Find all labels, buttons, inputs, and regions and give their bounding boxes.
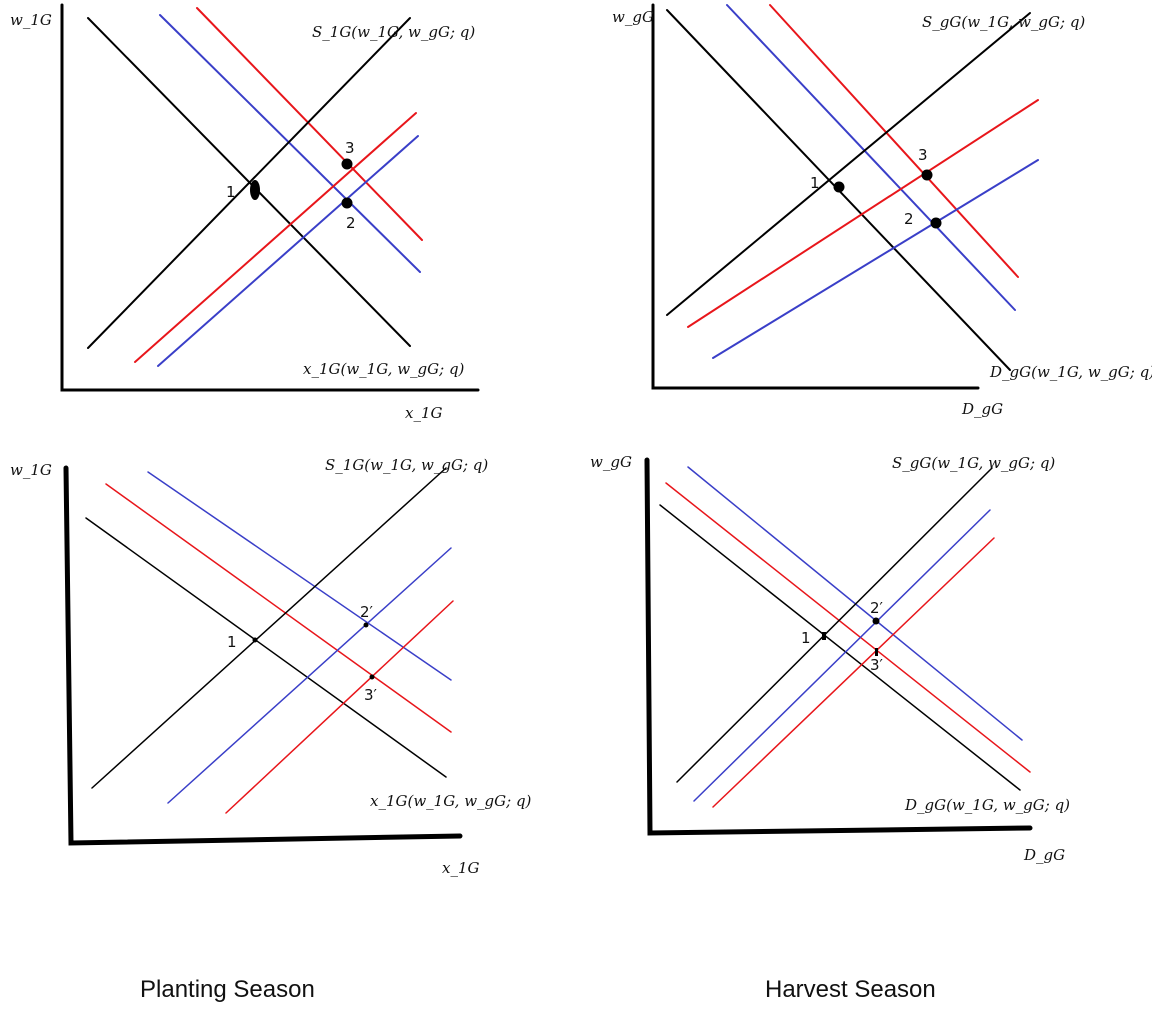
supply-label: S_gG(w_1G, w_gG; q) <box>922 13 1085 31</box>
axes <box>60 3 480 392</box>
equilibrium-point-2-prime <box>872 617 880 625</box>
demand-curve-red <box>196 7 423 241</box>
point-label-2: 2 <box>346 214 356 232</box>
supply-label: S_gG(w_1G, w_gG; q) <box>892 454 1055 472</box>
supply-label: S_1G(w_1G, w_gG; q) <box>312 23 475 41</box>
y-axis-label: w_1G <box>10 461 52 479</box>
panel-bottom-left: 1 2′ 3′ w_1G x_1G S_1G(w_1G, w_gG; q) x_… <box>10 456 532 877</box>
supply-curve-red <box>712 537 995 808</box>
demand-label: x_1G(w_1G, w_gG; q) <box>370 792 532 810</box>
equilibrium-point-2 <box>930 217 942 229</box>
x-axis-label: D_gG <box>961 400 1003 418</box>
demand-label: D_gG(w_1G, w_gG; q) <box>904 796 1070 814</box>
x-axis-label: x_1G <box>442 859 480 877</box>
demand-curve-base <box>85 517 447 778</box>
season-label-planting: Planting Season <box>140 976 315 1003</box>
equilibrium-point-2-prime <box>363 622 369 628</box>
y-axis-label: w_gG <box>590 453 632 471</box>
supply-curve-red <box>225 600 454 814</box>
point-label-1: 1 <box>227 633 237 651</box>
demand-curve-base <box>659 504 1021 791</box>
supply-curve-red <box>687 99 1039 328</box>
axes <box>644 457 1033 836</box>
equilibrium-point-2 <box>341 197 353 209</box>
supply-label: S_1G(w_1G, w_gG; q) <box>325 456 488 474</box>
point-label-1: 1 <box>801 629 811 647</box>
demand-label: D_gG(w_1G, w_gG; q) <box>989 363 1152 381</box>
panel-top-left: 1 2 3 w_1G x_1G S_1G(w_1G, w_gG; q) x_1G… <box>10 3 480 422</box>
supply-curve-blue <box>693 509 991 802</box>
supply-curve-base <box>91 467 447 789</box>
demand-curve-red <box>105 483 452 733</box>
demand-curve-blue <box>726 4 1016 311</box>
point-label-2-prime: 2′ <box>360 603 374 621</box>
demand-curve-red <box>665 482 1031 773</box>
equilibrium-point-3 <box>341 158 353 170</box>
axes <box>63 465 463 846</box>
supply-curve-blue <box>712 159 1039 359</box>
point-label-3-prime: 3′ <box>364 686 378 704</box>
supply-curve-base <box>676 467 993 783</box>
equilibrium-point-1 <box>250 180 260 200</box>
demand-curve-blue <box>159 14 421 273</box>
point-label-2: 2 <box>904 210 914 228</box>
equilibrium-point-3-prime <box>369 674 375 680</box>
point-label-1: 1 <box>810 174 820 192</box>
x-axis-label: x_1G <box>405 404 443 422</box>
supply-curve-red <box>134 112 417 363</box>
supply-curve-blue <box>167 547 452 804</box>
y-axis-label: w_gG <box>612 8 654 26</box>
point-label-2-prime: 2′ <box>870 599 884 617</box>
demand-curve-blue <box>687 466 1023 741</box>
point-label-1: 1 <box>226 183 236 201</box>
equilibrium-point-3 <box>921 169 933 181</box>
point-label-3-prime: 3′ <box>870 656 884 674</box>
demand-curve-red <box>769 4 1019 278</box>
point-label-3: 3 <box>918 146 928 164</box>
equilibrium-point-1 <box>833 181 845 193</box>
panel-top-right: 1 2 3 w_gG D_gG S_gG(w_1G, w_gG; q) D_gG… <box>612 3 1152 418</box>
equilibrium-point-1 <box>252 637 258 643</box>
equilibrium-point-3-prime <box>875 648 878 656</box>
x-axis-label: D_gG <box>1023 846 1065 864</box>
axes <box>651 3 980 390</box>
season-label-harvest: Harvest Season <box>765 976 936 1003</box>
y-axis-label: w_1G <box>10 11 52 29</box>
supply-curve-base <box>666 12 1031 316</box>
supply-curve-base <box>87 17 411 349</box>
panel-bottom-right: 1 2′ 3′ w_gG D_gG S_gG(w_1G, w_gG; q) D_… <box>590 453 1070 864</box>
supply-curve-blue <box>157 135 419 367</box>
equilibrium-point-1 <box>822 632 826 640</box>
point-label-3: 3 <box>345 139 355 157</box>
demand-label: x_1G(w_1G, w_gG; q) <box>303 360 465 378</box>
demand-curve-blue <box>147 471 452 681</box>
